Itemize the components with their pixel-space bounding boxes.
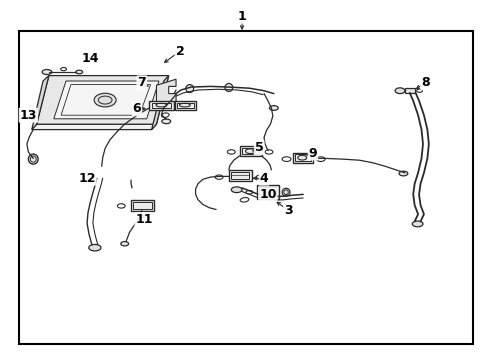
Polygon shape	[175, 101, 195, 110]
Ellipse shape	[42, 69, 52, 75]
Ellipse shape	[224, 84, 232, 91]
Ellipse shape	[94, 93, 116, 107]
Ellipse shape	[185, 85, 193, 93]
Polygon shape	[151, 76, 168, 130]
Polygon shape	[404, 88, 414, 93]
Ellipse shape	[411, 221, 422, 227]
Polygon shape	[149, 101, 173, 110]
Text: 6: 6	[132, 102, 141, 115]
Ellipse shape	[269, 106, 278, 111]
Polygon shape	[256, 185, 278, 199]
Ellipse shape	[398, 171, 407, 176]
Ellipse shape	[76, 70, 82, 74]
Text: 14: 14	[81, 52, 99, 65]
Polygon shape	[163, 104, 173, 110]
Text: 13: 13	[20, 109, 37, 122]
Ellipse shape	[262, 189, 272, 195]
Text: 4: 4	[259, 172, 268, 185]
Polygon shape	[239, 146, 261, 156]
Text: 1: 1	[237, 10, 246, 23]
Text: 9: 9	[308, 147, 317, 159]
Text: 3: 3	[284, 204, 292, 217]
Text: 7: 7	[137, 76, 146, 89]
Polygon shape	[32, 124, 156, 130]
Polygon shape	[293, 153, 312, 163]
Text: 10: 10	[259, 188, 276, 201]
Ellipse shape	[231, 187, 242, 193]
Ellipse shape	[121, 242, 128, 246]
Text: 12: 12	[78, 172, 96, 185]
Ellipse shape	[282, 188, 289, 196]
Text: 2: 2	[175, 45, 184, 58]
Ellipse shape	[28, 154, 38, 164]
Polygon shape	[37, 76, 168, 124]
Polygon shape	[54, 81, 159, 119]
Polygon shape	[156, 79, 176, 108]
Polygon shape	[32, 76, 49, 130]
Text: 11: 11	[135, 213, 153, 226]
Ellipse shape	[89, 244, 101, 251]
Polygon shape	[131, 200, 154, 211]
Ellipse shape	[162, 119, 170, 123]
Text: 8: 8	[420, 76, 429, 89]
Ellipse shape	[394, 88, 404, 94]
Polygon shape	[228, 170, 251, 181]
Text: 5: 5	[254, 141, 263, 154]
Bar	[19, 31, 472, 344]
